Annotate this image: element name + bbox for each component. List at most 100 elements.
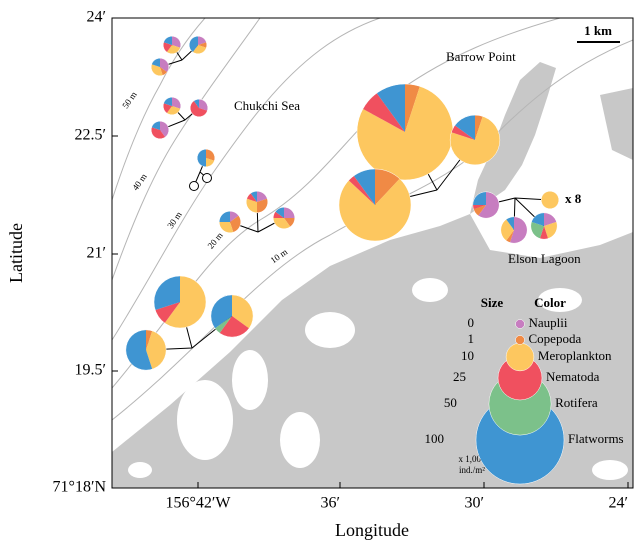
legend-circle [515,319,525,329]
pie-wedge [193,99,199,108]
pie-wedge [338,178,412,242]
pie-wedge [375,168,400,205]
pie-wedge [164,275,207,329]
legend-size-label: 10 [461,348,474,363]
pie-outline [272,206,296,230]
pie-outline [530,212,558,240]
legend-size-label: 100 [425,431,445,446]
legend-unit: x 1,000 [459,454,487,464]
scale-label: 1 km [584,23,612,38]
pie-outline [500,216,528,244]
station [245,190,269,214]
empty-station [202,173,212,183]
station [540,190,560,210]
pie-outline [162,96,182,116]
pie-wedge [473,205,486,216]
pie-outline [449,114,501,166]
pie-wedge [163,103,172,114]
pie-outline [472,191,500,219]
pie-wedge [405,84,420,132]
pie-outline [196,148,216,168]
legend-size-title: Size [481,295,504,310]
pie-wedge [172,36,181,48]
pie-wedge [198,42,207,48]
pie-outline [338,168,412,242]
legend-group-label: Nauplii [529,315,568,330]
pie-wedge [509,216,528,244]
station [218,210,242,234]
pie-outline [540,190,560,210]
place-label: Barrow Point [446,49,516,64]
station [202,173,212,183]
pie-outline [188,35,208,55]
pie-wedge [506,230,514,243]
station [125,329,167,371]
pie-outline [125,329,167,371]
empty-station [189,181,199,191]
station [530,212,558,240]
pie-wedge [210,294,232,329]
station [189,181,199,191]
pie-wedge [472,191,486,205]
pie-wedge [478,191,500,219]
pie-wedge [155,302,180,324]
pie-wedge [125,329,153,371]
x-tick-label: 24′ [609,495,629,512]
pie-outline [189,98,209,118]
pie-outline [150,57,170,77]
pie-wedge [151,121,160,130]
legend-color-title: Color [534,295,566,310]
pie-wedge [166,45,181,54]
pie-wedge [146,329,153,350]
x-axis-label: Longitude [335,520,409,540]
pie-wedge [284,218,295,227]
legend-group-label: Rotifera [555,395,598,410]
x-tick-label: 36′ [321,495,341,512]
pie-wedge [230,215,241,233]
pie-wedge [214,316,232,334]
station [162,35,182,55]
legend-group-label: Nematoda [546,369,600,384]
legend-size-label: 0 [468,315,475,330]
pie-wedge [192,45,207,54]
pie-outline [150,120,170,140]
station [472,191,500,219]
pie-wedge [219,316,250,338]
pie-wedge [506,216,514,230]
pie-wedge [151,64,163,76]
station [150,57,170,77]
pie-wedge [450,116,500,165]
legend-size-label: 50 [444,395,457,410]
pie-wedge [541,191,559,209]
station [189,98,209,118]
legend-unit: ind./m² [459,465,485,475]
pie-wedge [160,121,169,138]
station [150,120,170,140]
legend-group-label: Copepoda [529,331,582,346]
pie-wedge [146,330,167,370]
station [153,275,207,329]
station [196,148,216,168]
y-axis-label: Latitude [6,223,26,283]
legend-group-label: Meroplankton [538,348,612,363]
stations [125,35,560,371]
pie-wedge [151,127,166,139]
pie-wedge [273,211,284,218]
pie-wedge [166,106,181,115]
station [500,216,528,244]
pie-wedge [230,211,239,222]
lakes [128,278,628,480]
x-tick-label: 156°42′W [166,495,232,512]
station [449,114,501,166]
pie-wedge [357,86,453,180]
pie-wedge [454,115,475,140]
pie-wedge [189,36,198,53]
pie-wedge [348,175,375,205]
pie-wedge [160,58,169,73]
pie-wedge [362,93,405,132]
pie-wedge [197,149,206,167]
legend-circle [515,335,525,345]
y-tick-label: 71°18′N [53,479,107,496]
pie-wedge [531,212,544,226]
